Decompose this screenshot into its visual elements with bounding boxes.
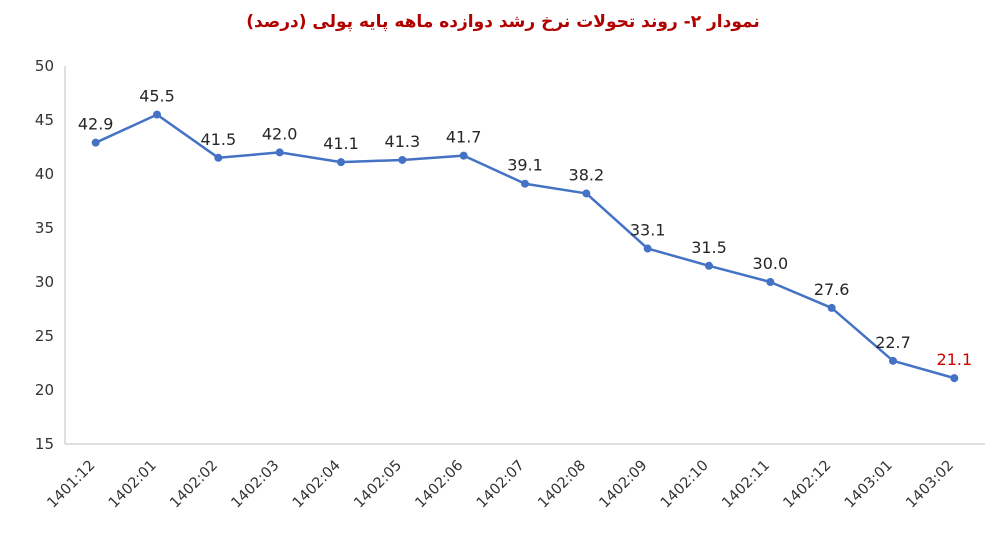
x-tick-label: 1402:04: [290, 458, 344, 512]
y-tick-label: 45: [35, 111, 54, 129]
data-point: [521, 179, 529, 188]
data-point: [950, 374, 959, 383]
data-point: [889, 356, 897, 365]
x-tick-label: 1402:02: [167, 458, 221, 512]
data-point-label: 45.5: [139, 87, 175, 106]
data-point-label: 31.5: [691, 238, 727, 257]
data-point-label: 27.6: [814, 280, 850, 299]
data-point: [275, 148, 284, 157]
data-point: [582, 189, 591, 198]
x-tick-label: 1401:12: [45, 458, 99, 512]
x-tick-label: 1403:02: [903, 458, 957, 512]
y-tick-label: 25: [35, 327, 54, 345]
data-point: [398, 155, 407, 164]
data-point: [91, 138, 100, 147]
x-tick-label: 1403:01: [842, 458, 896, 512]
data-point: [766, 278, 775, 286]
y-tick-label: 50: [35, 57, 54, 75]
y-tick-label: 30: [35, 273, 54, 291]
chart-title: نمودار ۲- روند تحولات نرخ رشد دوازده ماه…: [246, 12, 760, 32]
data-point-label: 39.1: [507, 156, 543, 175]
y-tick-label: 15: [35, 435, 54, 453]
data-point-label: 22.7: [875, 333, 911, 352]
data-point: [153, 110, 161, 119]
x-tick-label: 1402:07: [474, 458, 528, 512]
data-point: [214, 153, 223, 162]
data-point-label: 41.5: [201, 130, 237, 149]
y-tick-label: 20: [35, 381, 54, 399]
x-tick-label: 1402:10: [658, 458, 712, 512]
x-tick-label: 1402:11: [719, 458, 773, 512]
data-point-label: 41.3: [385, 132, 421, 151]
data-point-label: 41.1: [323, 134, 359, 153]
data-point: [643, 244, 652, 253]
data-point: [827, 303, 836, 312]
data-point-label: 30.0: [753, 254, 789, 273]
x-tick-label: 1402:06: [413, 458, 467, 512]
data-point-label: 42.9: [78, 115, 114, 134]
x-tick-label: 1402:01: [106, 458, 160, 512]
data-point-label: 21.1: [937, 350, 973, 369]
data-point: [337, 158, 345, 167]
data-point: [705, 261, 713, 270]
data-point-label: 33.1: [630, 221, 666, 240]
x-tick-label: 1402:09: [597, 458, 651, 512]
x-tick-label: 1402:08: [535, 458, 589, 512]
data-point-label: 42.0: [262, 124, 298, 143]
y-tick-label: 35: [35, 219, 54, 237]
data-point-label: 41.7: [446, 128, 482, 147]
x-tick-label: 1402:12: [781, 458, 835, 512]
data-point-label: 38.2: [569, 165, 605, 184]
trend-line: [94, 113, 956, 380]
data-point: [459, 151, 468, 160]
y-tick-label: 40: [35, 165, 54, 183]
x-tick-label: 1402:05: [351, 458, 405, 512]
x-tick-label: 1402:03: [229, 458, 283, 512]
